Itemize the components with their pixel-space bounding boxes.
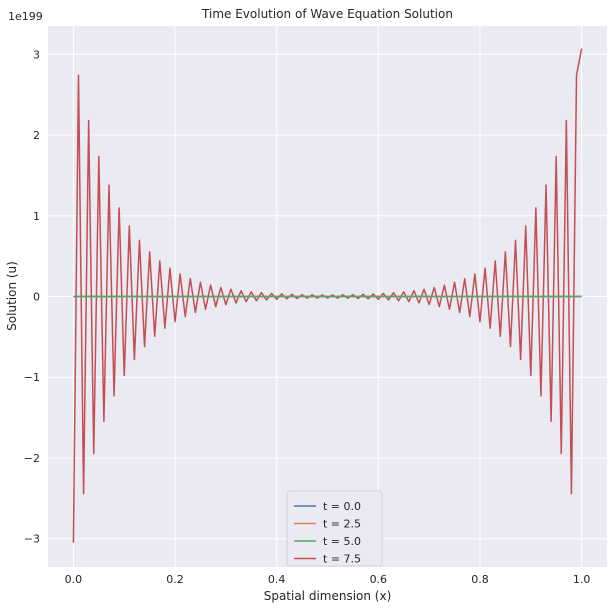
y-tick-label: −1	[24, 371, 40, 384]
x-tick-label: 0.2	[166, 573, 184, 586]
y-tick-label: 2	[33, 129, 40, 142]
legend-frame	[286, 490, 383, 567]
y-tick-label: −3	[24, 533, 40, 546]
x-tick-label: 0.4	[268, 573, 286, 586]
x-tick-label: 0.6	[370, 573, 388, 586]
legend-label: t = 7.5	[323, 553, 361, 566]
chart-title: Time Evolution of Wave Equation Solution	[201, 7, 453, 21]
legend-label: t = 5.0	[323, 535, 361, 548]
x-tick-label: 0.0	[65, 573, 83, 586]
x-tick-labels: 0.0 0.2 0.4 0.6 0.8 1.0	[65, 573, 591, 586]
y-tick-label: 1	[33, 210, 40, 223]
y-offset-label: 1e199	[8, 10, 43, 23]
x-tick-label: 0.8	[471, 573, 489, 586]
legend: t = 0.0 t = 2.5 t = 5.0 t = 7.5	[286, 490, 383, 567]
y-tick-label: 3	[33, 48, 40, 61]
legend-label: t = 0.0	[323, 500, 361, 513]
x-axis-label: Spatial dimension (x)	[264, 589, 392, 603]
y-tick-labels: −3 −2 −1 0 1 2 3	[24, 48, 40, 545]
y-axis-label: Solution (u)	[5, 261, 19, 331]
series-line-t-7-5	[72, 48, 583, 543]
series-lines	[72, 48, 583, 543]
legend-label: t = 2.5	[323, 518, 361, 531]
x-tick-label: 1.0	[573, 573, 591, 586]
y-tick-label: −2	[24, 452, 40, 465]
y-tick-label: 0	[33, 291, 40, 304]
